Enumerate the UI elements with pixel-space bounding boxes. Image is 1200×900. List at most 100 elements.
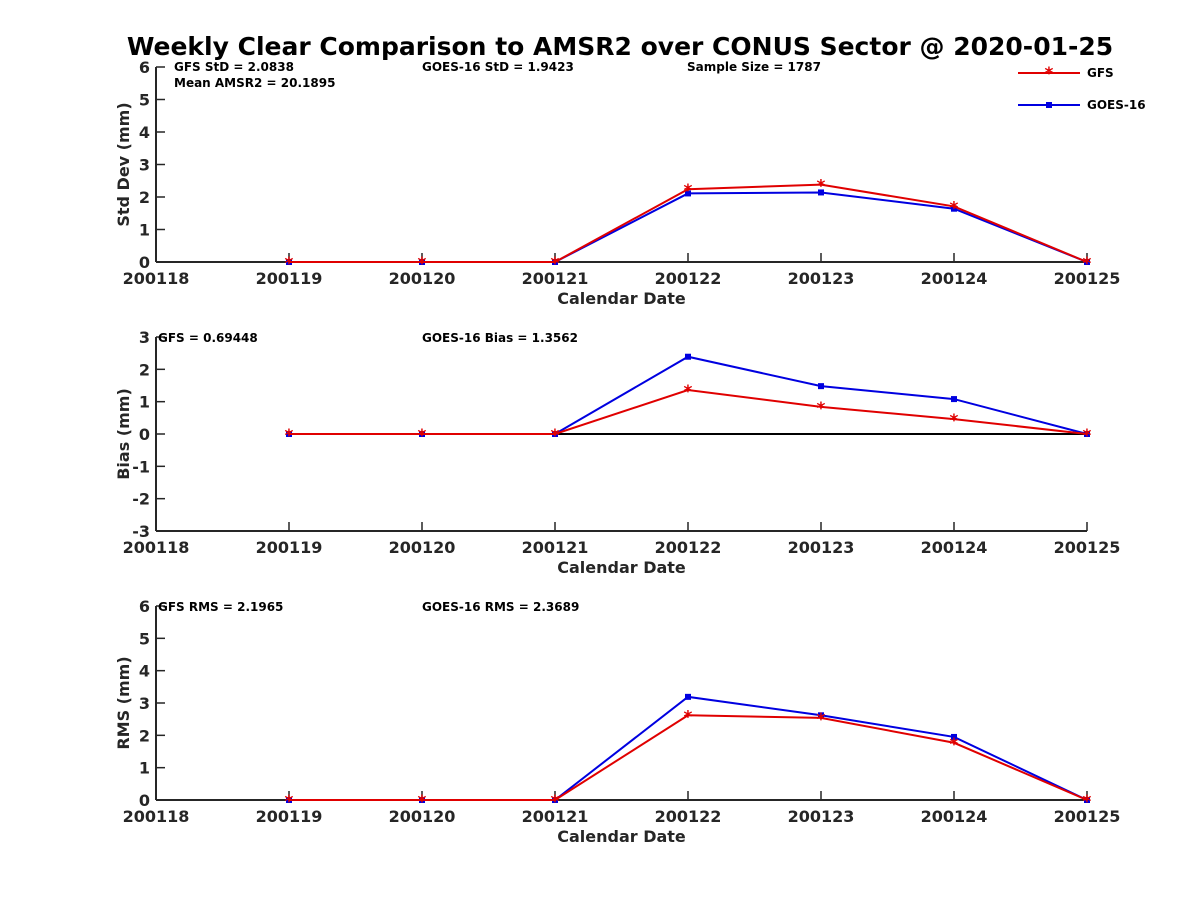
y-tick-label: 0 [139, 253, 150, 272]
stat-annotation: Sample Size = 1787 [687, 60, 821, 74]
legend-gfs-label: GFS [1087, 66, 1114, 80]
x-tick-label: 200118 [123, 807, 190, 826]
gfs-data-point: * [551, 426, 560, 446]
y-tick-label: 4 [139, 123, 150, 142]
y-tick-label: 1 [139, 393, 150, 412]
gfs-data-point: * [285, 792, 294, 812]
gfs-data-point: * [950, 735, 959, 755]
gfs-data-point: * [285, 426, 294, 446]
stat-annotation: GFS RMS = 2.1965 [158, 600, 283, 614]
gfs-data-point: * [551, 254, 560, 274]
y-axis-label: Bias (mm) [114, 388, 133, 480]
x-tick-label: 200123 [788, 538, 855, 557]
x-tick-label: 200123 [788, 269, 855, 288]
y-tick-label: 3 [139, 694, 150, 713]
y-tick-label: 5 [139, 629, 150, 648]
goes-16-data-point [685, 190, 691, 197]
y-tick-label: 5 [139, 91, 150, 110]
y-tick-label: -3 [132, 522, 150, 541]
y-tick-label: 1 [139, 221, 150, 240]
gfs-data-point: * [817, 399, 826, 419]
bias-panel: 200118 200119 200120 200121 200122 200123 2001… [114, 328, 1120, 577]
chart-title: Weekly Clear Comparison to AMSR2 over CO… [127, 32, 1113, 61]
x-tick-label: 200119 [256, 538, 323, 557]
gfs-series-line [289, 389, 1088, 435]
x-tick-label: 200122 [655, 538, 722, 557]
stat-annotation: GOES-16 RMS = 2.3689 [422, 600, 579, 614]
gfs-data-point: * [418, 792, 427, 812]
legend: * GFS GOES-16 [1018, 64, 1146, 112]
goes-16-data-point [951, 733, 957, 740]
x-tick-label: 200118 [123, 538, 190, 557]
x-axis-label: Calendar Date [557, 827, 686, 846]
goes-16-data-point [818, 712, 824, 719]
stat-annotation: Mean AMSR2 = 20.1895 [174, 76, 335, 90]
gfs-data-point: * [817, 710, 826, 730]
y-tick-label: 2 [139, 726, 150, 745]
x-tick-label: 200123 [788, 807, 855, 826]
x-axis-label: Calendar Date [557, 558, 686, 577]
y-tick-label: 2 [139, 360, 150, 379]
goes-16-data-point [685, 353, 691, 360]
y-axis-label: RMS (mm) [114, 656, 133, 749]
gfs-series-line [289, 183, 1088, 263]
x-tick-label: 200120 [389, 807, 456, 826]
legend-goes-label: GOES-16 [1087, 98, 1146, 112]
y-axis-label: Std Dev (mm) [114, 102, 133, 226]
x-tick-label: 200121 [522, 269, 589, 288]
y-tick-label: 6 [139, 58, 150, 77]
y-tick-label: 1 [139, 759, 150, 778]
y-tick-label: 3 [139, 328, 150, 347]
x-tick-label: 200119 [256, 269, 323, 288]
x-tick-label: 200122 [655, 807, 722, 826]
gfs-data-point: * [1083, 254, 1092, 274]
gfs-series-line [289, 714, 1088, 801]
gfs-data-point: * [551, 792, 560, 812]
goes-16-data-point [818, 189, 824, 196]
stat-annotation: GFS StD = 2.0838 [174, 60, 294, 74]
x-tick-label: 200125 [1054, 538, 1121, 557]
gfs-data-point: * [950, 198, 959, 218]
x-tick-label: 200121 [522, 538, 589, 557]
gfs-data-point: * [1083, 426, 1092, 446]
stat-annotation: GOES-16 Bias = 1.3562 [422, 331, 578, 345]
gfs-data-point: * [817, 177, 826, 197]
goes-16-series-line [289, 191, 1088, 263]
goes-16-data-point [951, 396, 957, 403]
x-axis-label: Calendar Date [557, 289, 686, 308]
x-tick-label: 200124 [921, 269, 988, 288]
x-tick-label: 200120 [389, 538, 456, 557]
y-tick-label: 4 [139, 662, 150, 681]
goes-16-data-point [685, 693, 691, 700]
legend-gfs-marker: * [1045, 64, 1054, 84]
gfs-data-point: * [418, 254, 427, 274]
gfs-data-point: * [1083, 792, 1092, 812]
goes-16-data-point [951, 205, 957, 212]
gfs-data-point: * [285, 254, 294, 274]
y-tick-label: 2 [139, 188, 150, 207]
std-dev-panel: 200118 200119 200120 200121 200122 200123 2001… [114, 58, 1120, 308]
x-tick-label: 200125 [1054, 269, 1121, 288]
gfs-data-point: * [684, 707, 693, 727]
x-tick-label: 200121 [522, 807, 589, 826]
x-tick-label: 200124 [921, 807, 988, 826]
x-tick-label: 200119 [256, 807, 323, 826]
x-tick-label: 200122 [655, 269, 722, 288]
rms-panel: 200118 200119 200120 200121 200122 200123 2001… [114, 597, 1120, 846]
x-tick-label: 200118 [123, 269, 190, 288]
stat-annotation: GOES-16 StD = 1.9423 [422, 60, 574, 74]
legend-goes-marker [1046, 102, 1052, 108]
gfs-data-point: * [684, 382, 693, 402]
x-tick-label: 200125 [1054, 807, 1121, 826]
y-tick-label: -2 [132, 490, 150, 509]
x-tick-label: 200120 [389, 269, 456, 288]
stat-annotation: GFS = 0.69448 [158, 331, 258, 345]
y-tick-label: 0 [139, 791, 150, 810]
x-tick-label: 200124 [921, 538, 988, 557]
y-tick-label: 6 [139, 597, 150, 616]
y-tick-label: 0 [139, 425, 150, 444]
gfs-data-point: * [684, 181, 693, 201]
gfs-data-point: * [950, 411, 959, 431]
